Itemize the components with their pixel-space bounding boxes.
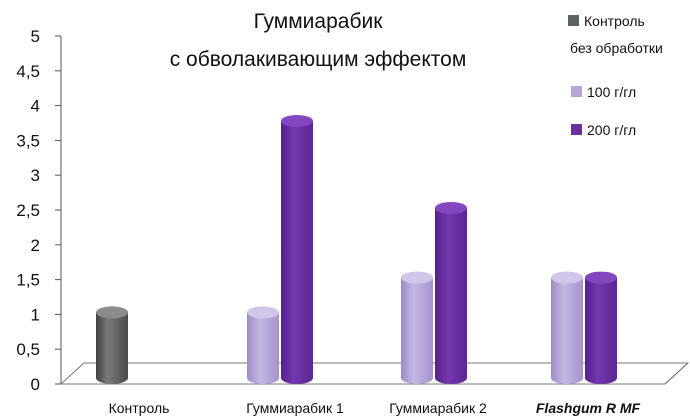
bar-top [247, 306, 279, 319]
y-tick-label: 4,5 [16, 62, 40, 81]
bar-body [96, 312, 128, 384]
legend-swatch-100 [571, 86, 582, 97]
legend-label-control-line-1: Контроль [584, 13, 645, 29]
bar-body [435, 208, 467, 384]
bar-body [281, 121, 313, 384]
bar [96, 306, 128, 384]
floor-edge [664, 362, 689, 385]
bar-body [247, 312, 279, 384]
y-tick-labels: 0 0,5 1 1,5 2 2,5 3 3,5 4 4,5 5 [16, 27, 61, 394]
y-tick-label: 1,5 [16, 271, 40, 290]
bar-top [281, 115, 313, 127]
y-tick-label: 0,5 [16, 340, 40, 359]
bar-body [585, 277, 617, 384]
y-tick-label: 1 [31, 305, 40, 324]
bar [401, 271, 433, 384]
bar-body [551, 277, 583, 384]
bars [96, 115, 617, 384]
y-tick-label: 0 [31, 375, 40, 394]
y-tick-label: 2 [31, 236, 40, 255]
bar [585, 271, 617, 384]
bar [435, 202, 467, 384]
chart-title-line-2: с обволакивающим эффектом [170, 48, 467, 71]
bar-top [401, 271, 433, 284]
category-label: Гуммиарабик 1 [246, 400, 344, 416]
bar-top [435, 202, 467, 214]
bar-body [401, 277, 433, 384]
y-tick-label: 4 [31, 97, 40, 116]
bar [247, 306, 279, 384]
bar-top [551, 271, 583, 284]
legend-swatch-200 [571, 124, 582, 135]
legend-label-100: 100 г/гл [587, 84, 636, 100]
legend-label-control-line-2: без обработки [570, 40, 663, 56]
bar [281, 115, 313, 384]
category-label: Flashgum R MF [536, 400, 641, 416]
y-tick-label: 3,5 [16, 131, 40, 150]
chart-title-line-1: Гуммиарабик [254, 10, 384, 33]
category-label: Контроль [109, 400, 170, 416]
category-labels: Контроль Гуммиарабик 1 Гуммиарабик 2 Flashg… [109, 400, 641, 416]
bar [551, 271, 583, 384]
y-tick-label: 3 [31, 166, 40, 185]
category-label: Гуммиарабик 2 [389, 400, 487, 416]
bar-top [585, 271, 617, 284]
bar-top [96, 306, 128, 319]
legend: Контроль без обработки 100 г/гл 200 г/гл [568, 13, 663, 138]
y-tick-label: 2,5 [16, 201, 40, 220]
y-tick-label: 5 [31, 27, 40, 46]
legend-label-200: 200 г/гл [587, 122, 636, 138]
legend-swatch-control [568, 15, 579, 26]
